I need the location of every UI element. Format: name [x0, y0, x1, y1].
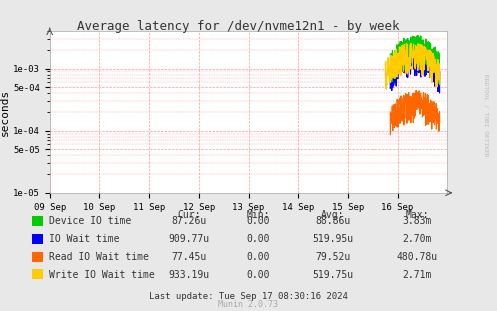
Text: Last update: Tue Sep 17 08:30:16 2024: Last update: Tue Sep 17 08:30:16 2024: [149, 292, 348, 301]
Text: 79.52u: 79.52u: [316, 252, 350, 262]
Text: 77.45u: 77.45u: [171, 252, 206, 262]
Text: Device IO time: Device IO time: [49, 216, 131, 226]
Text: Average latency for /dev/nvme12n1 - by week: Average latency for /dev/nvme12n1 - by w…: [78, 20, 400, 33]
Text: Read IO Wait time: Read IO Wait time: [49, 252, 149, 262]
Text: Munin 2.0.73: Munin 2.0.73: [219, 300, 278, 309]
Text: Write IO Wait time: Write IO Wait time: [49, 270, 155, 280]
Text: 3.83m: 3.83m: [403, 216, 432, 226]
Text: RRDTOOL / TOBI OETIKER: RRDTOOL / TOBI OETIKER: [484, 74, 489, 156]
Text: Min:: Min:: [247, 210, 270, 220]
Text: Cur:: Cur:: [177, 210, 201, 220]
Text: 0.00: 0.00: [247, 252, 270, 262]
Text: 88.86u: 88.86u: [316, 216, 350, 226]
Text: 519.95u: 519.95u: [313, 234, 353, 244]
Text: Avg:: Avg:: [321, 210, 345, 220]
Text: 933.19u: 933.19u: [168, 270, 209, 280]
Text: 87.26u: 87.26u: [171, 216, 206, 226]
Text: IO Wait time: IO Wait time: [49, 234, 119, 244]
Text: 0.00: 0.00: [247, 216, 270, 226]
Text: Max:: Max:: [406, 210, 429, 220]
Text: 2.71m: 2.71m: [403, 270, 432, 280]
Text: 2.70m: 2.70m: [403, 234, 432, 244]
Text: 519.75u: 519.75u: [313, 270, 353, 280]
Text: 0.00: 0.00: [247, 270, 270, 280]
Text: 909.77u: 909.77u: [168, 234, 209, 244]
Text: 480.78u: 480.78u: [397, 252, 438, 262]
Text: 0.00: 0.00: [247, 234, 270, 244]
Y-axis label: seconds: seconds: [0, 88, 10, 136]
